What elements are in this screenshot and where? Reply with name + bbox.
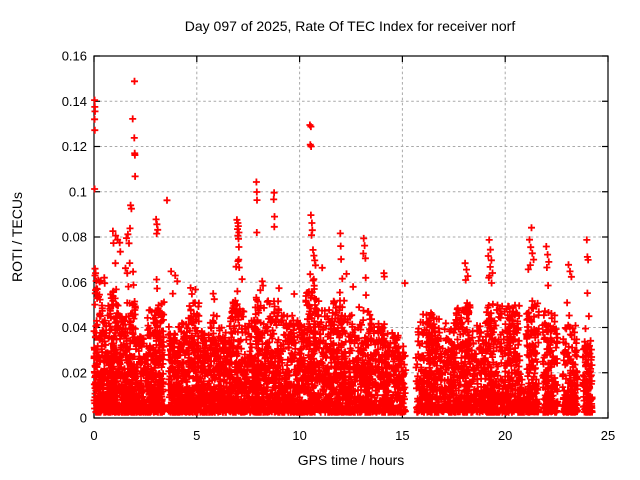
tick-labels: 0 5 10 15 20 25 0 0.02 0.04 0.06 0.08 0.1 0.12 0.14 0.… (62, 49, 616, 444)
x-axis-label: GPS time / hours (298, 452, 405, 468)
y-tick-label: 0.02 (62, 365, 87, 380)
scatter-points (90, 77, 596, 416)
x-tick-label: 5 (193, 428, 200, 443)
x-tick-label: 0 (90, 428, 97, 443)
y-tick-label: 0.1 (69, 184, 87, 199)
y-tick-label: 0 (80, 411, 87, 426)
x-tick-label: 25 (601, 428, 615, 443)
y-axis-label: ROTI / TECUs (9, 192, 25, 282)
y-tick-label: 0.14 (62, 94, 87, 109)
scatter-points-path (90, 77, 596, 416)
y-tick-label: 0.12 (62, 139, 87, 154)
x-tick-label: 10 (292, 428, 306, 443)
y-tick-label: 0.06 (62, 275, 87, 290)
y-tick-label: 0.16 (62, 49, 87, 64)
y-tick-label: 0.04 (62, 320, 87, 335)
x-tick-label: 15 (395, 428, 409, 443)
chart-title: Day 097 of 2025, Rate Of TEC Index for r… (185, 18, 516, 34)
x-tick-label: 20 (498, 428, 512, 443)
y-tick-label: 0.08 (62, 230, 87, 245)
